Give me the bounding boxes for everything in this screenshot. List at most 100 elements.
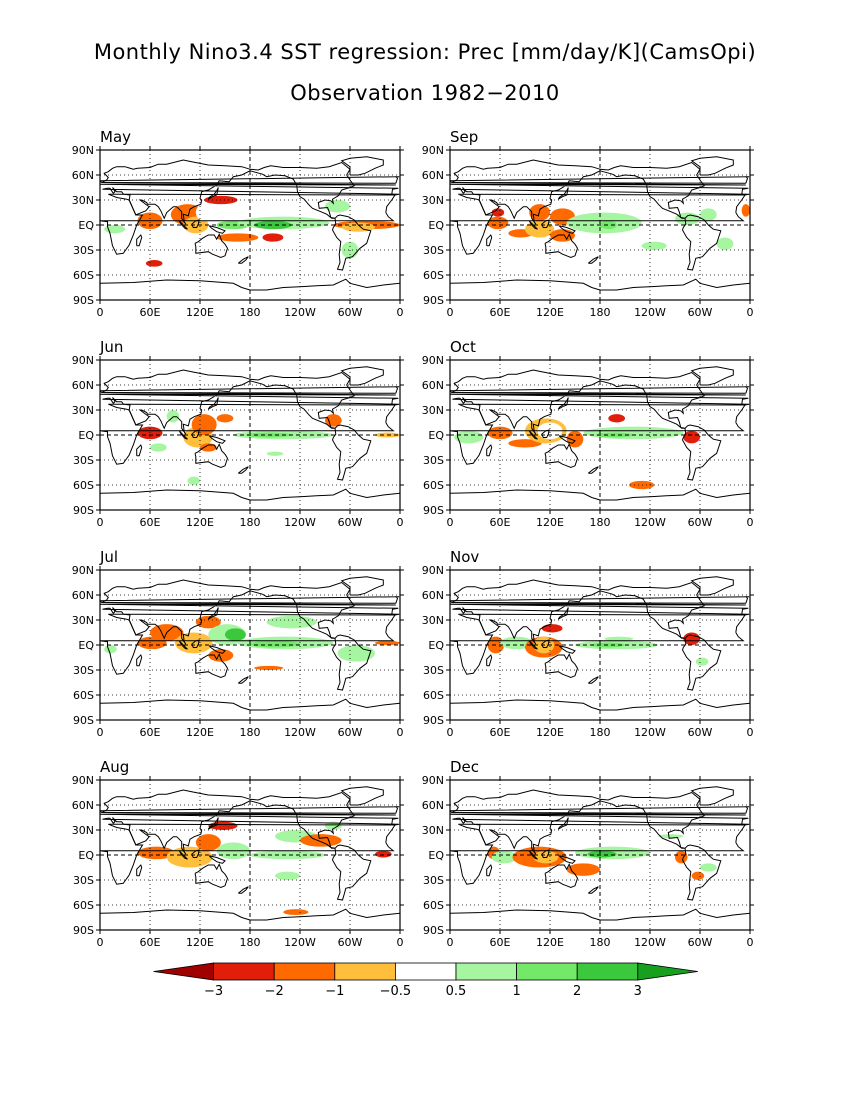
shaded-region [454, 430, 484, 444]
coastline [178, 640, 188, 650]
coastline [100, 176, 400, 184]
coastline [557, 397, 569, 410]
shaded-region [195, 834, 221, 851]
shaded-region [583, 426, 684, 440]
colorbar-tick-label: 3 [634, 984, 642, 999]
shaded-region [254, 220, 292, 230]
coastline [690, 156, 734, 176]
y-tick-label: 60N [422, 379, 444, 392]
coastline [541, 639, 550, 648]
coastline [208, 225, 226, 234]
y-tick-label: EQ [78, 639, 94, 652]
panel-aug: Aug 0 60E 120E 180 120W 60W 0 90N 60N 30N EQ 30S 60S 9… [72, 758, 404, 949]
coastline [450, 789, 750, 855]
x-tick-label: 180 [240, 516, 261, 529]
panel-nov: Nov 0 60E 120E 180 120W 60W 0 90N 60N 30N EQ 30S 60S 9… [422, 548, 754, 739]
coastline [486, 234, 493, 247]
colorbar-segment [334, 962, 396, 981]
panel-title: Nov [450, 548, 479, 566]
coastline [194, 652, 229, 679]
coastline [340, 576, 384, 596]
y-tick-label: EQ [78, 429, 94, 442]
shaded-region [683, 430, 700, 444]
y-tick-label: 60S [423, 689, 444, 702]
coastline [544, 232, 579, 259]
coastline [450, 278, 750, 291]
coastline [136, 444, 143, 457]
coastline [544, 862, 579, 889]
chart-subtitle: Observation 1982−2010 [290, 81, 560, 105]
shaded-region [675, 850, 688, 864]
y-tick-label: 30S [73, 454, 94, 467]
coastline [450, 823, 746, 885]
shaded-region [500, 636, 534, 650]
x-tick-label: 60W [338, 726, 363, 739]
coastline [100, 698, 400, 711]
colorbar-segment [394, 962, 457, 981]
x-tick-label: 0 [747, 306, 754, 319]
x-tick-label: 180 [590, 726, 611, 739]
y-tick-label: EQ [78, 219, 94, 232]
coastline [136, 864, 143, 877]
colorbar-tick-label: 1 [512, 984, 520, 999]
x-tick-label: 60W [688, 936, 713, 949]
coastline [528, 430, 538, 440]
coastline [207, 397, 219, 410]
x-tick-label: 60W [688, 306, 713, 319]
shaded-region [608, 414, 625, 423]
colorbar-segment [516, 962, 578, 981]
y-tick-label: EQ [78, 849, 94, 862]
coastline [544, 652, 579, 679]
coastline [207, 607, 219, 620]
x-tick-label: 60W [338, 516, 363, 529]
coastline [450, 579, 750, 645]
x-tick-label: 120E [536, 516, 564, 529]
shaded-region [325, 200, 350, 213]
coastline [541, 849, 550, 858]
colorbar-tick-label: −1 [325, 984, 344, 999]
coastline [528, 850, 538, 860]
x-tick-label: 0 [447, 516, 454, 529]
coastline [587, 466, 599, 474]
shaded-region [587, 850, 617, 858]
y-tick-label: 30N [422, 614, 444, 627]
shaded-region [208, 821, 238, 830]
shaded-region [150, 443, 167, 452]
coastline [191, 219, 200, 228]
shaded-region [375, 640, 400, 645]
shaded-region [375, 850, 392, 858]
coastline [100, 806, 400, 814]
coastline [587, 886, 599, 894]
x-tick-label: 120W [634, 516, 666, 529]
y-tick-label: 30N [422, 194, 444, 207]
y-tick-label: 90S [423, 504, 444, 517]
coastline [100, 403, 396, 465]
coastline [450, 403, 746, 465]
y-tick-label: 90N [422, 774, 444, 787]
x-tick-label: 0 [747, 516, 754, 529]
panel-jul: Jul 0 60E 120E 180 120W 60W 0 90N 60N 30N EQ 30S 60S 9… [72, 548, 404, 739]
shaded-region [137, 846, 175, 860]
shaded-region [195, 615, 221, 629]
coastline [450, 176, 750, 184]
coastline [450, 908, 750, 921]
shaded-region [604, 636, 634, 641]
shaded-region [741, 204, 750, 217]
coastline [690, 786, 734, 806]
coastline [544, 442, 579, 469]
x-tick-label: 60E [490, 936, 511, 949]
shaded-region [208, 649, 234, 662]
y-tick-label: 60S [423, 899, 444, 912]
shaded-region [695, 657, 709, 666]
colorbar-tick-label: 2 [573, 984, 581, 999]
coastline [191, 849, 200, 858]
coastline [208, 645, 226, 654]
map-area [100, 570, 400, 720]
shaded-region [262, 233, 284, 242]
x-tick-label: 60E [140, 936, 161, 949]
coastline [587, 676, 599, 684]
coastline [340, 786, 384, 806]
x-tick-label: 0 [397, 516, 404, 529]
y-tick-label: 60S [73, 269, 94, 282]
coastline [486, 444, 493, 457]
